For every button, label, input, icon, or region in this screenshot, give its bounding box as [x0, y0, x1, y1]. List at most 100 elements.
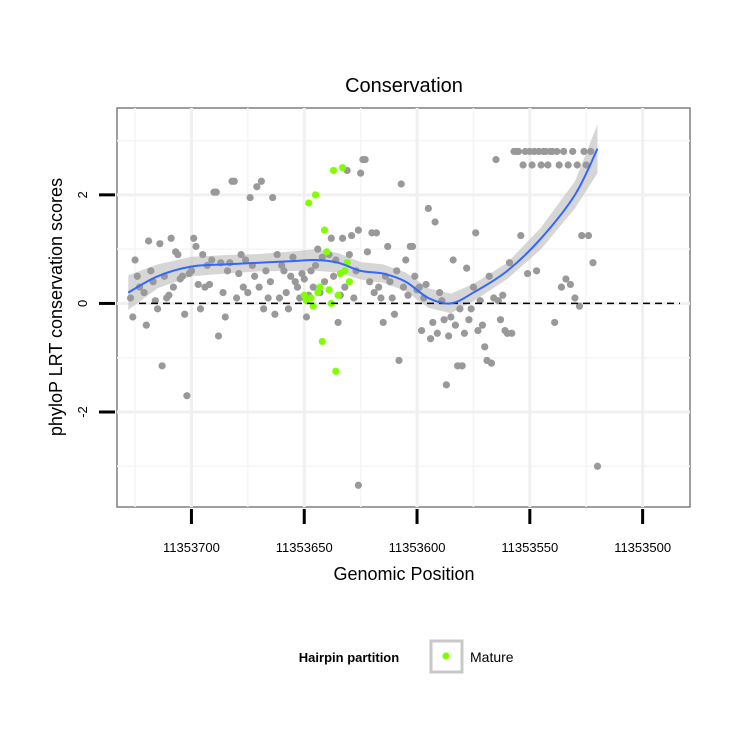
point	[393, 267, 401, 275]
point	[273, 250, 281, 259]
point	[463, 264, 471, 272]
point	[140, 288, 148, 297]
point	[422, 280, 430, 289]
point	[494, 297, 502, 305]
point	[320, 278, 329, 286]
mature-point	[345, 278, 353, 286]
point	[375, 283, 383, 291]
point	[424, 204, 432, 213]
point	[262, 267, 270, 275]
point	[255, 283, 263, 291]
point	[284, 305, 293, 313]
point	[566, 280, 575, 289]
point	[505, 259, 514, 267]
point	[196, 305, 205, 313]
point	[451, 321, 459, 329]
mature-point	[341, 267, 349, 275]
mature-point	[309, 302, 317, 310]
point	[133, 272, 141, 280]
legend-key	[429, 639, 464, 674]
point	[571, 294, 579, 302]
point	[569, 147, 577, 156]
point	[386, 278, 394, 286]
point	[264, 294, 272, 302]
point	[435, 288, 444, 297]
mature-point	[305, 199, 313, 207]
point	[287, 272, 295, 280]
point	[411, 272, 419, 280]
point	[235, 269, 243, 278]
y-tick-label: 2	[75, 191, 90, 198]
point	[275, 294, 284, 302]
point	[144, 237, 153, 245]
point	[282, 288, 290, 297]
point	[388, 294, 396, 302]
x-axis-label: Genomic Position	[333, 564, 474, 584]
point	[300, 275, 308, 283]
point	[142, 321, 150, 329]
point	[508, 329, 516, 337]
x-tick-label: 11353650	[276, 540, 333, 555]
point	[280, 267, 288, 275]
point	[178, 272, 187, 280]
point	[517, 231, 525, 240]
point	[429, 318, 437, 327]
point	[551, 318, 559, 327]
confidence-band	[128, 124, 598, 314]
point	[158, 362, 166, 370]
point	[390, 310, 399, 318]
mature-point	[302, 297, 311, 305]
point	[582, 161, 590, 169]
point	[593, 462, 602, 470]
point	[190, 234, 198, 242]
point	[366, 278, 374, 286]
smooth-line	[127, 148, 599, 305]
point	[354, 481, 362, 489]
point	[557, 283, 566, 291]
point	[341, 283, 349, 291]
point	[174, 250, 182, 259]
point	[167, 234, 175, 242]
point	[253, 183, 261, 191]
point	[309, 283, 317, 291]
point	[165, 291, 173, 299]
mature-point	[325, 286, 333, 294]
point	[458, 362, 466, 370]
point	[447, 313, 455, 321]
axes: 11353700 11353650 11353600 11353550 11353500…	[75, 191, 671, 555]
mature-point	[338, 164, 347, 172]
point	[223, 267, 232, 275]
point	[147, 267, 155, 275]
point	[257, 177, 265, 185]
point	[384, 242, 392, 251]
point	[269, 193, 277, 202]
point	[237, 250, 245, 259]
point	[514, 147, 523, 156]
point	[194, 280, 202, 289]
point	[528, 161, 536, 169]
mature-point	[329, 166, 338, 175]
y-tick-label: -2	[75, 406, 90, 418]
point	[467, 305, 475, 313]
x-tick-label: 11353700	[163, 540, 220, 555]
point	[426, 335, 435, 343]
point	[241, 256, 250, 264]
point	[370, 288, 378, 297]
point	[221, 313, 229, 321]
point	[523, 269, 532, 278]
point	[379, 318, 387, 327]
mature-point	[314, 288, 322, 297]
point	[580, 147, 588, 156]
legend: Hairpin partition Mature	[299, 639, 514, 674]
point	[246, 193, 254, 202]
legend-label-mature: Mature	[470, 649, 514, 665]
confidence-band-layer	[128, 124, 598, 314]
point	[154, 305, 162, 313]
mature-point	[300, 291, 308, 299]
point	[564, 161, 572, 169]
point	[219, 288, 227, 297]
point	[334, 318, 342, 327]
point	[487, 359, 496, 367]
mature-point	[320, 226, 329, 234]
